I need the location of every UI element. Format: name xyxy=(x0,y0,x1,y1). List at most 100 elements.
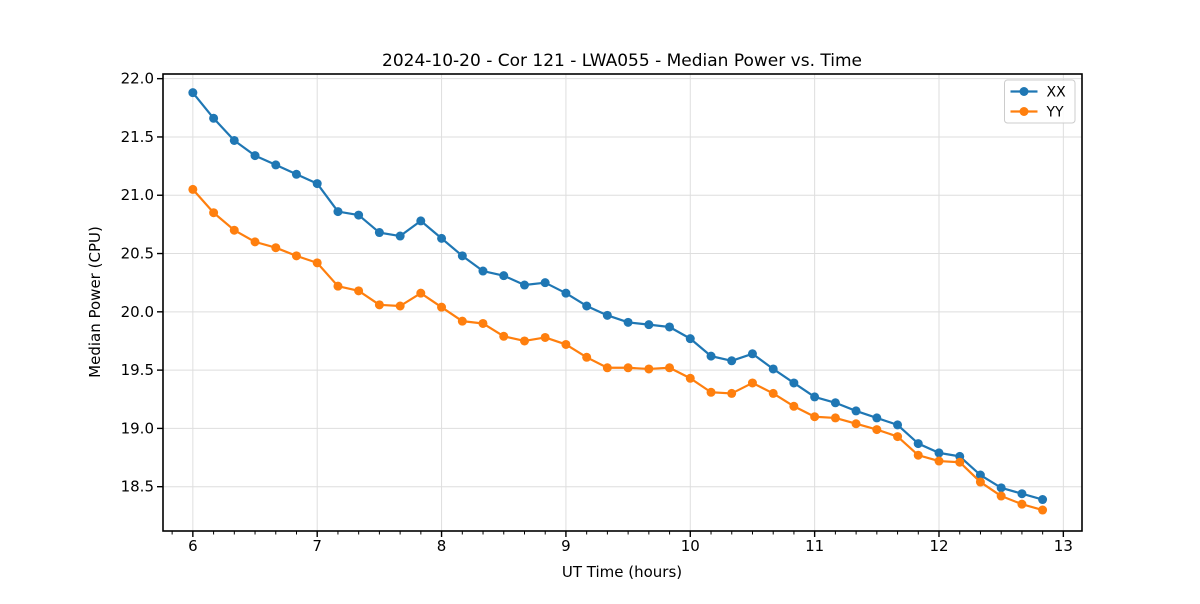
data-point-xx xyxy=(354,210,364,220)
data-point-xx xyxy=(209,113,219,123)
data-point-yy xyxy=(644,364,654,374)
data-point-yy xyxy=(1038,505,1048,515)
data-point-xx xyxy=(706,351,716,361)
data-point-yy xyxy=(250,237,260,247)
data-point-yy xyxy=(561,339,571,349)
y-tick-label-21: 21.0 xyxy=(121,186,154,204)
data-point-xx xyxy=(333,207,343,217)
data-point-xx xyxy=(395,231,405,241)
data-point-yy xyxy=(727,388,737,398)
data-point-yy xyxy=(665,363,675,373)
data-point-yy xyxy=(209,208,219,218)
data-point-yy xyxy=(623,363,633,373)
data-point-yy xyxy=(291,251,301,261)
x-tick-label-9: 9 xyxy=(561,537,571,555)
data-point-yy xyxy=(768,388,778,398)
data-point-xx xyxy=(602,310,612,320)
data-point-xx xyxy=(312,179,322,189)
series-line-yy xyxy=(191,188,1044,512)
data-point-yy xyxy=(271,243,281,253)
data-point-xx xyxy=(685,334,695,344)
data-point-yy xyxy=(478,318,488,328)
data-point-xx xyxy=(975,470,985,480)
y-tick-label-19: 19.0 xyxy=(121,419,154,437)
data-point-yy xyxy=(810,412,820,422)
data-point-yy xyxy=(851,419,861,429)
ticks-layer xyxy=(157,77,1065,537)
data-point-yy xyxy=(706,387,716,397)
series-layer xyxy=(188,88,1048,515)
data-point-yy xyxy=(602,363,612,373)
tick-labels-layer: 6 7 8 9 10 11 12 13 18.5 19.0 19.5 20.0 20.5 21.0 21.5… xyxy=(121,70,1073,555)
data-point-yy xyxy=(229,225,239,235)
data-point-xx xyxy=(250,151,260,161)
data-point-yy xyxy=(437,302,447,312)
data-point-xx xyxy=(872,413,882,423)
data-point-yy xyxy=(975,477,985,487)
data-point-yy xyxy=(374,300,384,310)
data-point-yy xyxy=(934,456,944,466)
y-tick-label-20.5: 20.5 xyxy=(121,245,154,263)
data-point-xx xyxy=(478,266,488,276)
data-point-xx xyxy=(768,364,778,374)
legend-sample-marker-xx xyxy=(1019,87,1029,96)
y-tick-label-20: 20.0 xyxy=(121,303,154,321)
x-axis-label: UT Time (hours) xyxy=(562,563,682,581)
data-point-xx xyxy=(727,356,737,366)
axes-spines xyxy=(162,73,1083,532)
data-point-yy xyxy=(395,301,405,311)
x-tick-label-10: 10 xyxy=(681,537,700,555)
data-point-yy xyxy=(747,378,757,388)
x-tick-label-7: 7 xyxy=(312,537,322,555)
data-point-xx xyxy=(644,320,654,330)
data-point-xx xyxy=(934,448,944,458)
data-point-yy xyxy=(188,184,198,194)
x-tick-label-12: 12 xyxy=(929,537,948,555)
y-tick-label-21.5: 21.5 xyxy=(121,128,154,146)
data-point-xx xyxy=(623,317,633,327)
legend: XX YY xyxy=(1004,79,1076,124)
data-point-xx xyxy=(913,439,923,449)
legend-label-yy: YY xyxy=(1046,105,1065,121)
y-tick-label-18.5: 18.5 xyxy=(121,478,154,496)
data-point-yy xyxy=(540,332,550,342)
y-axis-label: Median Power (CPU) xyxy=(86,226,104,378)
x-tick-label-11: 11 xyxy=(805,537,824,555)
plot-border xyxy=(162,73,1083,532)
x-tick-label-6: 6 xyxy=(188,537,198,555)
data-point-xx xyxy=(1017,489,1027,499)
data-point-xx xyxy=(540,278,550,288)
data-point-xx xyxy=(374,228,384,238)
data-point-yy xyxy=(872,425,882,435)
y-tick-label-19.5: 19.5 xyxy=(121,361,154,379)
data-point-yy xyxy=(582,352,592,362)
data-point-yy xyxy=(354,286,364,296)
data-point-xx xyxy=(271,160,281,170)
data-point-xx xyxy=(810,392,820,402)
data-point-yy xyxy=(685,373,695,383)
data-point-xx xyxy=(830,398,840,408)
data-point-xx xyxy=(291,169,301,179)
data-point-yy xyxy=(457,316,467,326)
data-point-xx xyxy=(188,88,198,98)
data-point-xx xyxy=(851,406,861,416)
data-point-xx xyxy=(789,378,799,388)
legend-label-xx: XX xyxy=(1047,85,1067,101)
grid-layer xyxy=(163,74,1082,531)
data-point-yy xyxy=(830,413,840,423)
series-line-xx xyxy=(191,91,1044,501)
data-point-xx xyxy=(229,135,239,145)
data-point-yy xyxy=(893,432,903,442)
data-point-xx xyxy=(1038,495,1048,505)
chart-title: 2024-10-20 - Cor 121 - LWA055 - Median P… xyxy=(382,51,862,71)
data-point-xx xyxy=(457,251,467,261)
data-point-xx xyxy=(582,301,592,311)
x-tick-label-8: 8 xyxy=(437,537,447,555)
data-point-xx xyxy=(747,349,757,359)
data-point-yy xyxy=(1017,499,1027,509)
data-point-xx xyxy=(520,280,530,290)
data-point-yy xyxy=(996,491,1006,501)
data-point-xx xyxy=(665,322,675,332)
